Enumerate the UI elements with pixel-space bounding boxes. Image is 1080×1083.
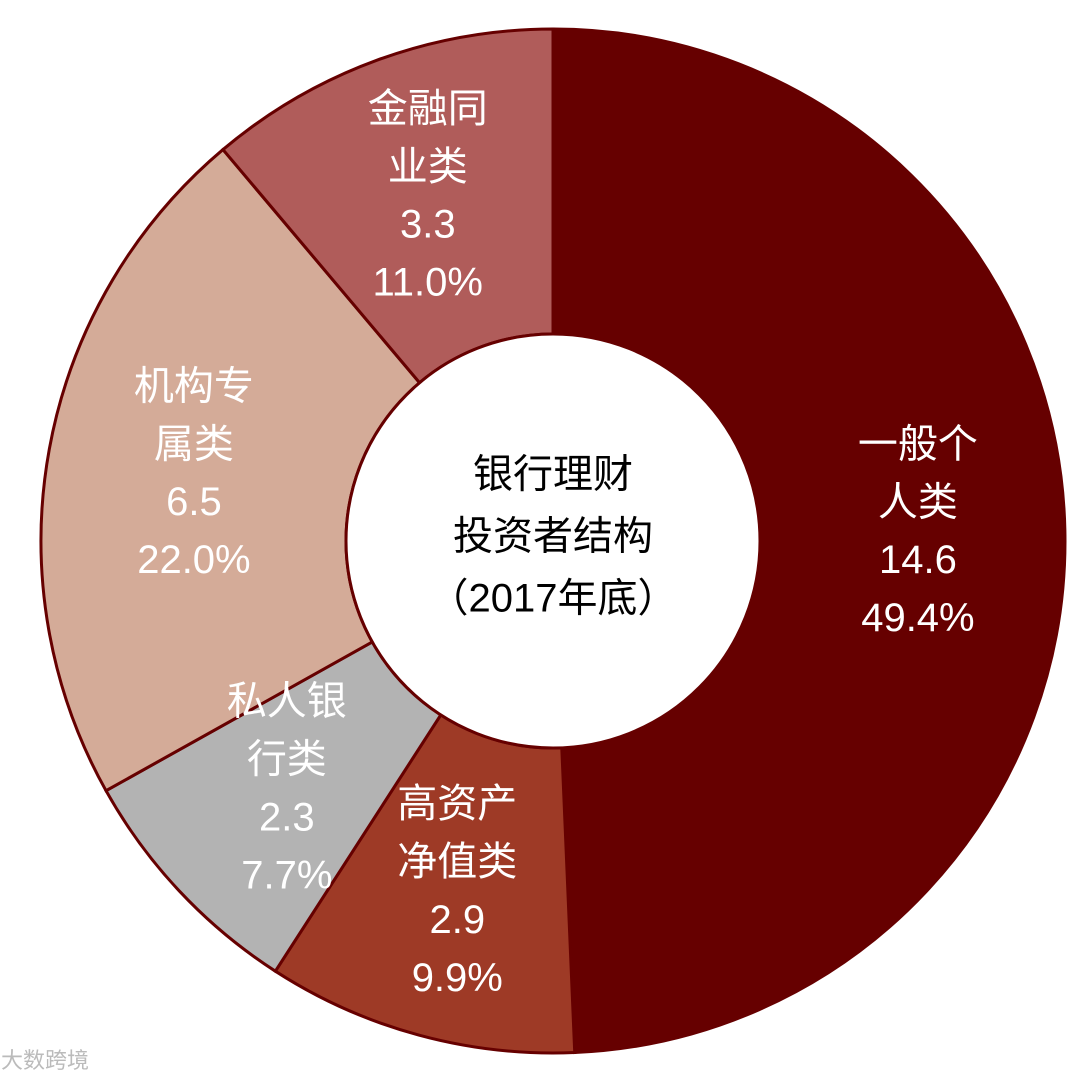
value-label: 6.5: [166, 480, 222, 524]
donut-hole: [344, 332, 762, 750]
labels: 一般个人类 14.6 49.4% 高资产净值类 2.9 9.9% 私人银行类 2.3 7.7% 机…: [134, 87, 978, 1000]
slice-label-line: 机构专: [134, 364, 254, 408]
slice-label-line: 一般个: [858, 422, 978, 466]
percent-label: 7.7%: [241, 853, 332, 897]
value-label: 2.9: [429, 898, 485, 942]
watermark: 大数跨境: [1, 1048, 89, 1073]
percent-label: 9.9%: [412, 956, 503, 1000]
slice-label: 一般个人类: [858, 422, 978, 524]
percent-label: 22.0%: [137, 538, 250, 582]
slice-label: 私人银行类: [227, 679, 347, 781]
slice-label: 机构专属类: [134, 364, 254, 466]
center-title: （2017年底）: [429, 577, 678, 621]
slice-label-line: 金融同: [368, 87, 488, 131]
center-title: 投资者结构: [453, 515, 653, 559]
slice-label: 金融同业类: [368, 87, 488, 189]
slice-label-line: 行类: [247, 737, 327, 781]
slice-label: 高资产净值类: [397, 782, 517, 884]
value-label: 3.3: [400, 203, 456, 247]
slice-label-line: 人类: [878, 480, 958, 524]
percent-label: 49.4%: [861, 596, 974, 640]
percent-label: 11.0%: [373, 261, 483, 305]
slice-label-line: 业类: [388, 145, 468, 189]
center-title: 银行理财: [473, 453, 633, 497]
slice-label-line: 高资产: [397, 782, 517, 826]
value-label: 14.6: [879, 538, 957, 582]
slice-label-line: 净值类: [397, 840, 517, 884]
value-label: 2.3: [259, 795, 315, 839]
slice-label-line: 属类: [154, 422, 234, 466]
slices: [39, 27, 1067, 1055]
slice-label-line: 私人银: [227, 679, 347, 723]
